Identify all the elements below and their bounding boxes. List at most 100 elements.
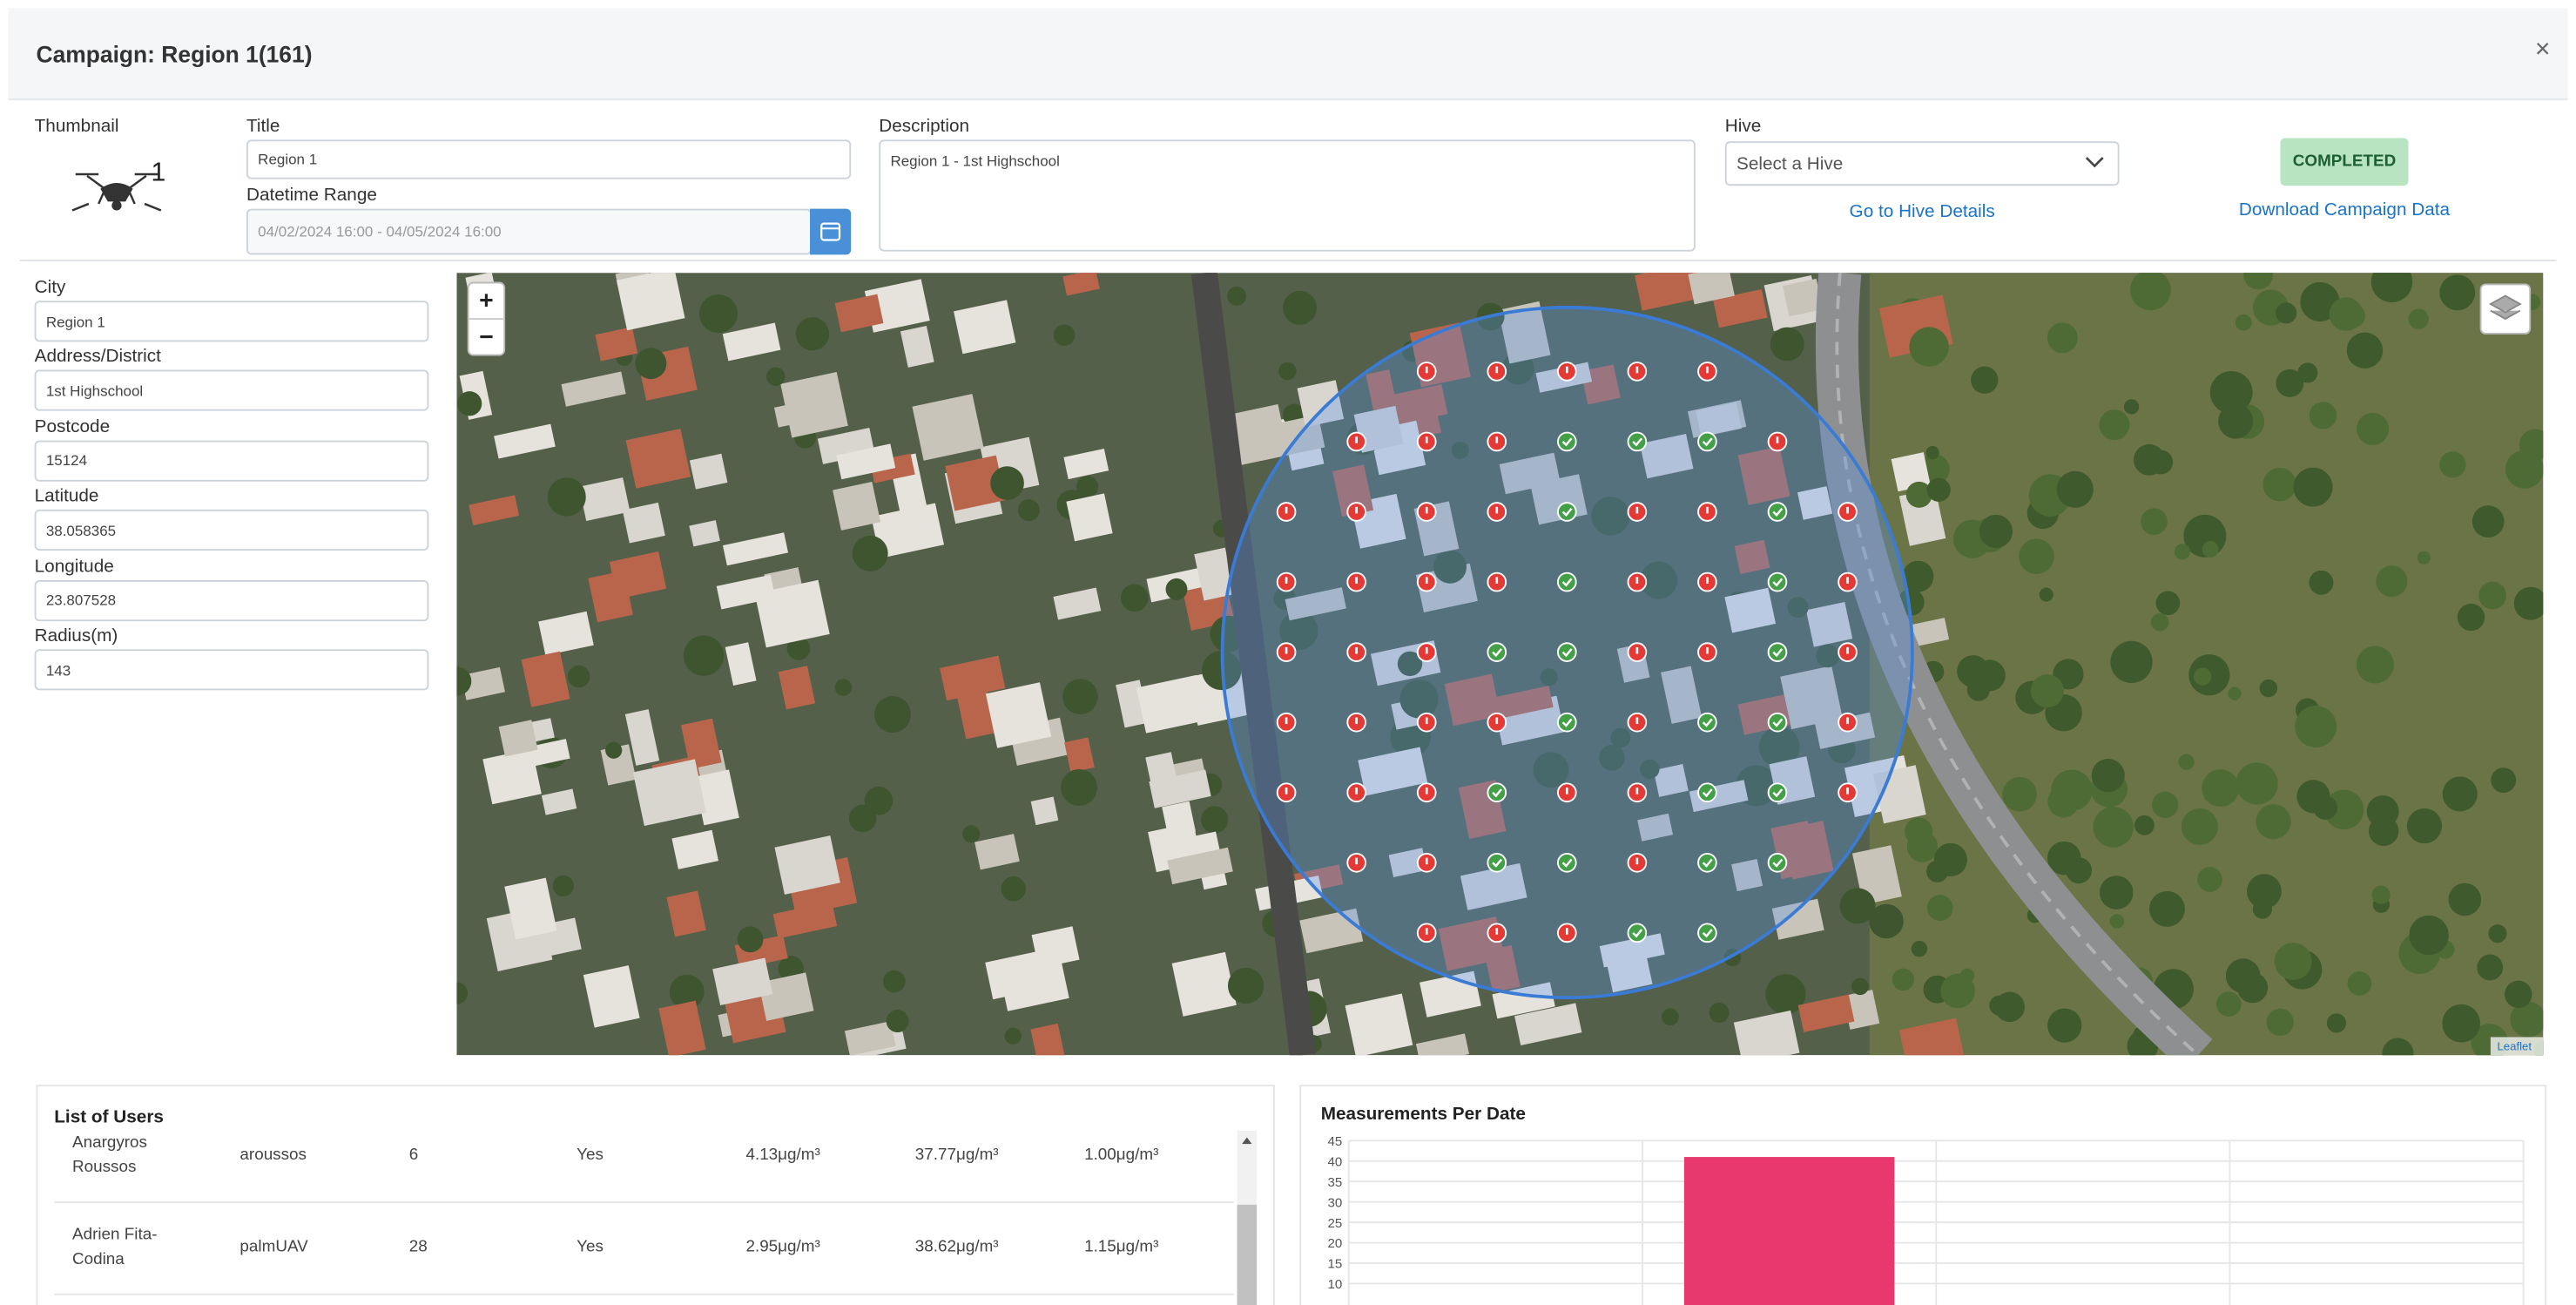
hive-details-link[interactable]: Go to Hive Details [1849, 202, 1995, 222]
map-marker[interactable] [1557, 712, 1577, 733]
tree [1892, 968, 1915, 991]
download-link[interactable]: Download Campaign Data [2238, 200, 2451, 220]
tree [2297, 362, 2318, 383]
description-input[interactable]: Region 1 - 1st Highschool [879, 139, 1696, 252]
tree [683, 635, 725, 676]
map-marker[interactable] [1697, 712, 1717, 733]
tree [2408, 308, 2429, 329]
datetime-input[interactable]: 04/02/2024 16:00 - 04/05/2024 16:00 [246, 208, 812, 255]
calendar-icon [820, 222, 841, 241]
scrollbar-thumb[interactable] [1237, 1204, 1258, 1305]
map-marker[interactable] [1627, 923, 1648, 943]
tree [2202, 541, 2219, 558]
tree [766, 367, 786, 386]
attribution[interactable]: Leaflet [2497, 1040, 2532, 1053]
attribution-bg [2490, 1037, 2544, 1056]
calendar-button[interactable] [810, 208, 852, 255]
tree [1001, 876, 1026, 902]
map-marker[interactable] [1557, 852, 1577, 873]
building [1062, 273, 1100, 296]
tree [1061, 768, 1098, 806]
tree [1925, 445, 1939, 460]
tree [2252, 899, 2273, 919]
tree [2409, 915, 2449, 956]
tree [2370, 273, 2413, 303]
tree [2309, 570, 2334, 595]
tree [2347, 971, 2372, 996]
tree [2235, 314, 2252, 331]
building [1064, 737, 1095, 773]
building [538, 611, 594, 656]
tree [1905, 481, 1932, 508]
building [1460, 862, 1527, 910]
modal-header [8, 8, 2568, 101]
field-input[interactable]: 1st Highschool [34, 370, 429, 412]
field-input[interactable]: 38.058365 [34, 510, 429, 551]
map-marker[interactable] [1627, 431, 1648, 452]
map-marker[interactable] [1557, 642, 1577, 662]
tree [1053, 324, 1076, 346]
zoom-in[interactable]: + [479, 287, 494, 314]
title-input[interactable]: Region 1 [246, 139, 852, 179]
building [722, 532, 789, 566]
building [666, 890, 706, 937]
map-marker[interactable] [1487, 852, 1507, 873]
map-marker[interactable] [1767, 642, 1788, 662]
map-marker[interactable] [1487, 782, 1507, 803]
tree [2056, 470, 2094, 508]
zoom-out[interactable]: − [479, 322, 494, 350]
tree [1610, 727, 1631, 748]
map-marker[interactable] [1767, 571, 1788, 592]
map-marker[interactable] [1767, 502, 1788, 522]
hive-select[interactable]: Select a Hive [1724, 141, 2120, 186]
building [1031, 926, 1080, 969]
bar[interactable] [1683, 1157, 1895, 1305]
tree [2150, 612, 2169, 632]
tree [2247, 874, 2282, 909]
tree [1839, 888, 1876, 924]
tree [605, 741, 623, 759]
map-marker[interactable] [1557, 502, 1577, 522]
map-marker[interactable] [1487, 642, 1507, 662]
close-button[interactable]: × [2534, 36, 2551, 64]
building [758, 972, 814, 1021]
map-marker[interactable] [1767, 712, 1788, 733]
tree [1911, 940, 1928, 957]
map-marker[interactable] [1697, 431, 1717, 452]
map-marker[interactable] [1697, 782, 1717, 803]
building [622, 502, 665, 544]
y-tick-label: 40 [1327, 1154, 1342, 1169]
map-marker[interactable] [1767, 852, 1788, 873]
tree [1957, 655, 1990, 687]
map[interactable]: + − Leaflet [456, 273, 2544, 1056]
building [985, 682, 1052, 748]
map-marker[interactable] [1697, 923, 1717, 943]
field-input[interactable]: Region 1 [34, 301, 429, 342]
tree [635, 348, 667, 380]
building [595, 327, 638, 362]
tree [1278, 362, 1297, 381]
field-input[interactable]: 143 [34, 649, 429, 691]
tree [2510, 1001, 2544, 1038]
tree [2513, 586, 2544, 620]
marker-glyph [1561, 858, 1573, 868]
tree [2356, 646, 2394, 684]
building [494, 423, 556, 459]
scroll-up[interactable] [1237, 1133, 1258, 1149]
building [1724, 587, 1777, 633]
building [1066, 493, 1113, 542]
building [774, 835, 840, 895]
select-caret [2085, 157, 2104, 168]
field-input[interactable]: 23.807528 [34, 579, 429, 621]
chart-panel: Measurements Per Date 10 15 20 25 30 35 40 45 [1299, 1085, 2547, 1305]
railway [1190, 273, 1316, 1056]
building [1783, 278, 1824, 317]
map-marker[interactable] [1557, 571, 1577, 592]
map-marker[interactable] [1767, 782, 1788, 803]
tree [1869, 903, 1904, 939]
tree [2406, 808, 2443, 844]
map-marker[interactable] [1697, 852, 1717, 873]
marker-glyph [1561, 648, 1573, 658]
map-marker[interactable] [1557, 431, 1577, 452]
field-input[interactable]: 15124 [34, 440, 429, 482]
